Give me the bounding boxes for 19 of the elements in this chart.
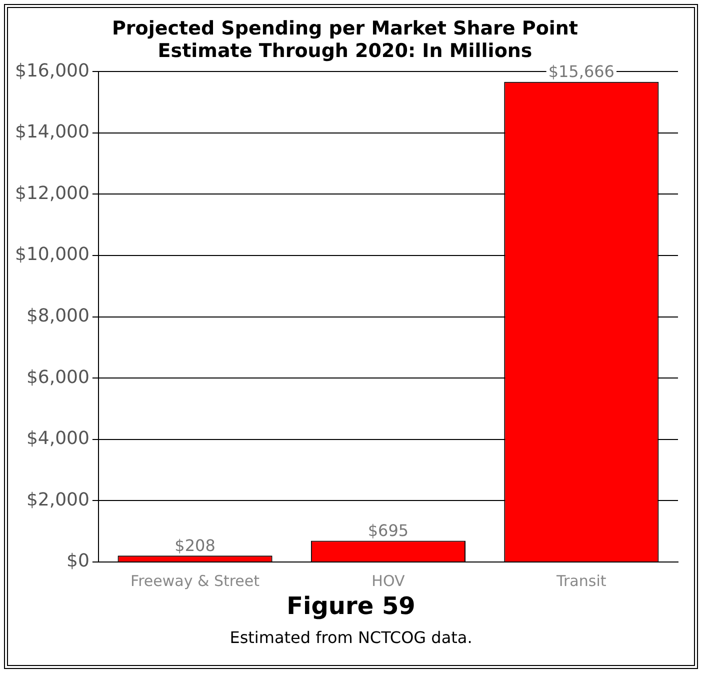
y-tick-label: $6,000 xyxy=(26,366,90,388)
x-tick-label: HOV xyxy=(372,572,406,590)
y-tick-label: $4,000 xyxy=(26,428,90,450)
y-tick-label: $2,000 xyxy=(26,489,90,510)
caption: Figure 59 xyxy=(286,592,416,620)
text: Estimated from NCTCOG data. xyxy=(228,628,474,647)
y-tick-label: $10,000 xyxy=(14,244,90,266)
y-tick-label: $8,000 xyxy=(26,305,90,326)
data-label: $15,666 xyxy=(548,62,614,81)
data-label: $695 xyxy=(368,520,409,540)
x-tick-label: Freeway & Street xyxy=(130,572,260,590)
y-tick-label: $14,000 xyxy=(14,122,90,143)
y-tick-label: $12,000 xyxy=(14,182,90,204)
y-tick-label: $0 xyxy=(66,550,90,572)
x-tick-label: Transit xyxy=(556,572,606,590)
data-label: $208 xyxy=(174,536,216,555)
text: Estimate Through 2020: In Millions xyxy=(158,40,532,62)
y-tick-label: $16,000 xyxy=(14,60,90,82)
text: Projected Spending per Market Share Point xyxy=(112,17,578,40)
